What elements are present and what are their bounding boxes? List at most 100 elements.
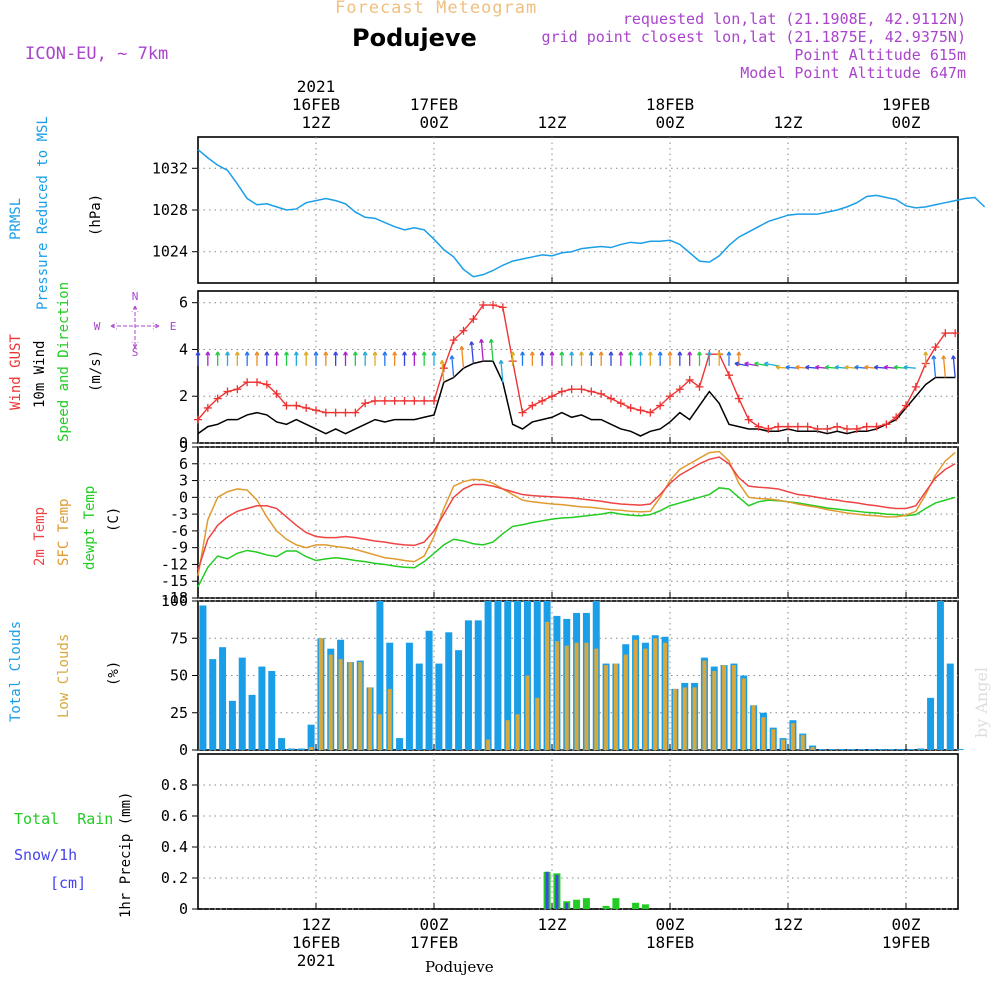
wind-direction-arrow <box>244 351 250 366</box>
top-time-label: 12Z <box>538 113 567 132</box>
wind-gust-point <box>213 394 222 403</box>
bottom-time-label: 18FEB <box>646 933 694 952</box>
wind-direction-arrow <box>392 351 398 366</box>
wind-direction-arrow <box>785 364 798 370</box>
wind-direction-arrow <box>579 351 584 366</box>
top-time-label: 17FEB <box>410 95 458 114</box>
wind-direction-arrow <box>431 351 437 366</box>
wind-gust-point <box>262 380 271 389</box>
wind-direction-arrow <box>313 351 319 366</box>
rain-bar <box>612 898 620 909</box>
compass-e: E <box>170 320 177 333</box>
low-cloud-bar <box>535 697 540 750</box>
wind-gust-point <box>302 403 311 412</box>
total-cloud-bar <box>907 749 915 750</box>
top-time-label: 12Z <box>774 113 803 132</box>
bottom-time-label: 2021 <box>297 951 336 970</box>
wind-gust-point <box>498 303 507 312</box>
wind-direction-arrow <box>657 351 663 366</box>
wind-gust-point <box>233 385 242 394</box>
wind-direction-arrow <box>372 351 378 366</box>
wind-gust-point <box>616 399 625 408</box>
wind-gust-point <box>931 343 940 352</box>
low-cloud-bar <box>387 688 392 750</box>
wind-direction-arrow <box>923 351 929 366</box>
wind-direction-arrow <box>402 351 407 366</box>
wind-gust-point <box>538 396 547 405</box>
location-title: Podujeve <box>352 24 477 52</box>
top-time-label: 00Z <box>892 113 921 132</box>
total-cloud-bar <box>258 666 266 750</box>
total-cloud-bar <box>219 647 227 750</box>
rain-bar <box>582 898 590 909</box>
low-cloud-bar <box>712 671 717 750</box>
wind-gust-point <box>646 408 655 417</box>
wind-direction-arrow <box>459 345 465 369</box>
wind-direction-arrow <box>941 355 947 378</box>
wind-direction-arrow <box>951 355 957 378</box>
total-cloud-bar <box>514 601 522 750</box>
y-tick-label-temp: 9 <box>179 438 188 456</box>
low-cloud-bar <box>722 665 727 750</box>
wind-direction-arrow <box>215 351 221 366</box>
wind-gust-point <box>941 329 950 338</box>
wind-direction-arrow <box>421 351 427 366</box>
wind-direction-arrow <box>520 351 525 366</box>
total-cloud-bar <box>533 601 541 750</box>
gridpoint-coords: grid point closest lon,lat (21.1875E, 42… <box>541 28 966 46</box>
y-tick-label-cloud: 100 <box>161 592 188 610</box>
low-cloud-bar <box>761 717 766 750</box>
temp-dewpt-line <box>197 487 956 588</box>
wind-gust-point <box>361 399 370 408</box>
y-tick-label-precip: 0.2 <box>161 869 188 887</box>
wind-direction-arrow <box>726 351 732 366</box>
wind-direction-arrow <box>638 351 643 366</box>
wind-direction-arrow <box>697 351 702 366</box>
total-cloud-bar <box>415 663 423 750</box>
wind-gust-point <box>744 415 753 424</box>
wind-direction-arrow <box>608 351 614 366</box>
wind-direction-arrow <box>195 351 201 366</box>
y-tick-label-cloud: 0 <box>179 741 188 759</box>
requested-coords: requested lon,lat (21.1908E, 42.9112N) <box>622 10 966 28</box>
total-cloud-bar <box>268 671 276 750</box>
low-cloud-bar <box>328 654 333 750</box>
wind-gust-point <box>430 396 438 405</box>
wind-direction-arrow <box>225 351 230 366</box>
total-cloud-bar <box>828 749 836 750</box>
total-cloud-bar <box>238 657 246 750</box>
pressure-line <box>197 148 986 278</box>
wind-direction-arrow <box>205 351 211 366</box>
wind-gust-point <box>449 336 458 345</box>
low-cloud-bar <box>554 641 559 750</box>
precip-snow-label: Snow/1h <box>14 846 78 864</box>
wind-gust-point <box>911 382 920 391</box>
wind-gust-point <box>833 422 842 431</box>
wind-direction-arrow <box>647 351 653 366</box>
total-cloud-bar <box>868 749 876 750</box>
wind-direction-arrow <box>844 364 857 370</box>
y-tick-label-temp: -18 <box>161 589 188 607</box>
wind-direction-arrow <box>824 364 838 370</box>
low-cloud-bar <box>309 747 314 750</box>
total-cloud-bar <box>818 749 826 750</box>
panel-frame-wind <box>197 290 959 444</box>
wind-gust-point <box>272 389 281 398</box>
wind-direction-arrow <box>293 351 299 366</box>
wind-gust-point <box>420 396 429 405</box>
wind-direction-arrow <box>854 364 867 370</box>
total-cloud-bar <box>877 749 885 750</box>
wind-gust-point <box>321 408 330 417</box>
low-cloud-bar <box>771 729 776 750</box>
total-cloud-bar <box>199 605 207 750</box>
snow-bar <box>565 902 569 909</box>
wind-gust-point <box>597 389 606 398</box>
wind-direction-arrow <box>539 351 545 366</box>
low-cloud-bar <box>604 665 609 750</box>
low-cloud-bar <box>525 675 530 750</box>
bottom-time-label: 00Z <box>656 915 685 934</box>
panel-frame-precip <box>197 753 959 910</box>
y-tick-label-temp: -9 <box>170 539 188 557</box>
point-altitude: Point Altitude 615m <box>794 46 966 64</box>
